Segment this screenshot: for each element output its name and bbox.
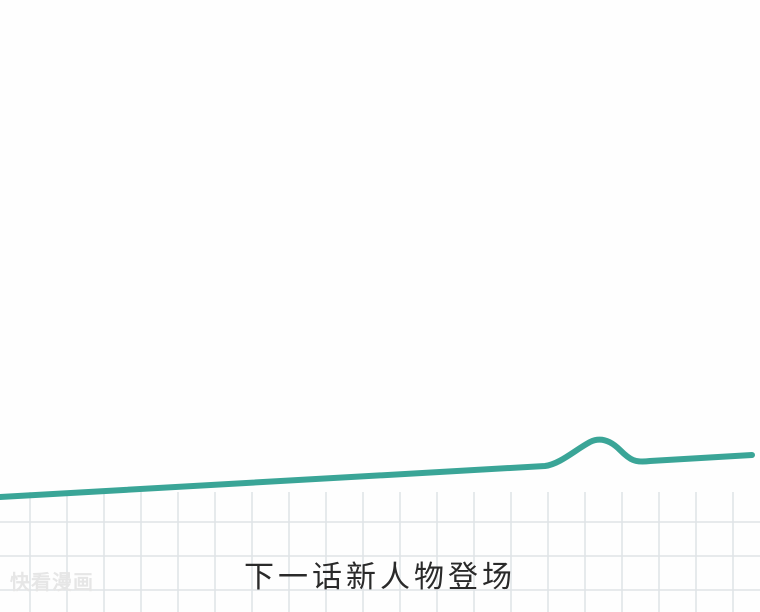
watermark-logo: 快看漫画	[10, 570, 94, 594]
grid-paper	[0, 492, 760, 612]
teal-horizon-line	[0, 436, 755, 500]
caption-text: 下一话新人物登场	[244, 560, 516, 595]
